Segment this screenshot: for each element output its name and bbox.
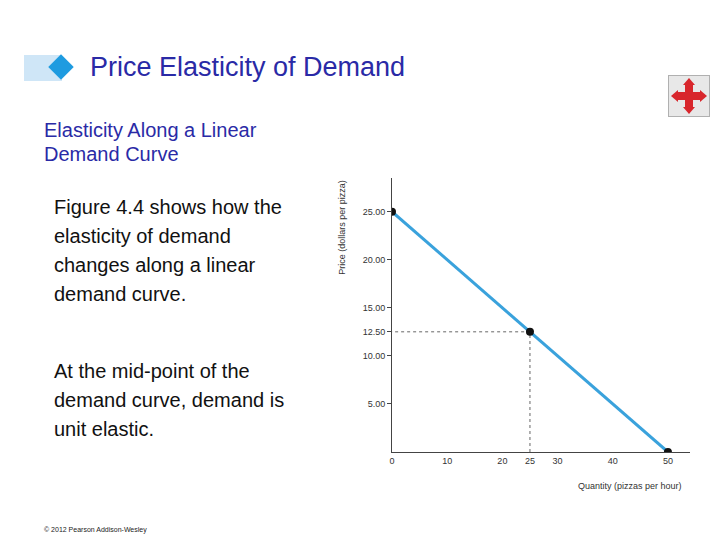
html-text:Elasticity Along a Linear Dema: Elasticity Along a Linear Demand Curve [44, 119, 257, 165]
html-text:Figure 4.4 shows how the elast: Figure 4.4 shows how the elasticity of d… [54, 196, 282, 305]
svg-text:5.00: 5.00 [368, 399, 386, 409]
html-text:At the mid-point of the demand: At the mid-point of the demand curve, de… [54, 360, 285, 440]
svg-text:20.00: 20.00 [363, 255, 386, 265]
svg-text:25: 25 [525, 456, 535, 466]
svg-text:40: 40 [608, 456, 618, 466]
svg-text:30: 30 [553, 456, 563, 466]
svg-text:Quantity (pizzas per hour): Quantity (pizzas per hour) [578, 481, 682, 491]
svg-text:12.50: 12.50 [363, 327, 386, 337]
svg-text:10: 10 [442, 456, 452, 466]
svg-text:25.00: 25.00 [363, 207, 386, 217]
svg-text:Price (dollars per pizza): Price (dollars per pizza) [337, 180, 347, 275]
html-text:Price Elasticity of Demand: Price Elasticity of Demand [90, 52, 406, 82]
svg-text:0: 0 [389, 456, 394, 466]
svg-text:50: 50 [663, 456, 673, 466]
svg-text:20: 20 [497, 456, 507, 466]
svg-text:10.00: 10.00 [363, 351, 386, 361]
svg-text:15.00: 15.00 [363, 303, 386, 313]
html-text:© 2012 Pearson Addison-Wesley: © 2012 Pearson Addison-Wesley [44, 526, 147, 533]
